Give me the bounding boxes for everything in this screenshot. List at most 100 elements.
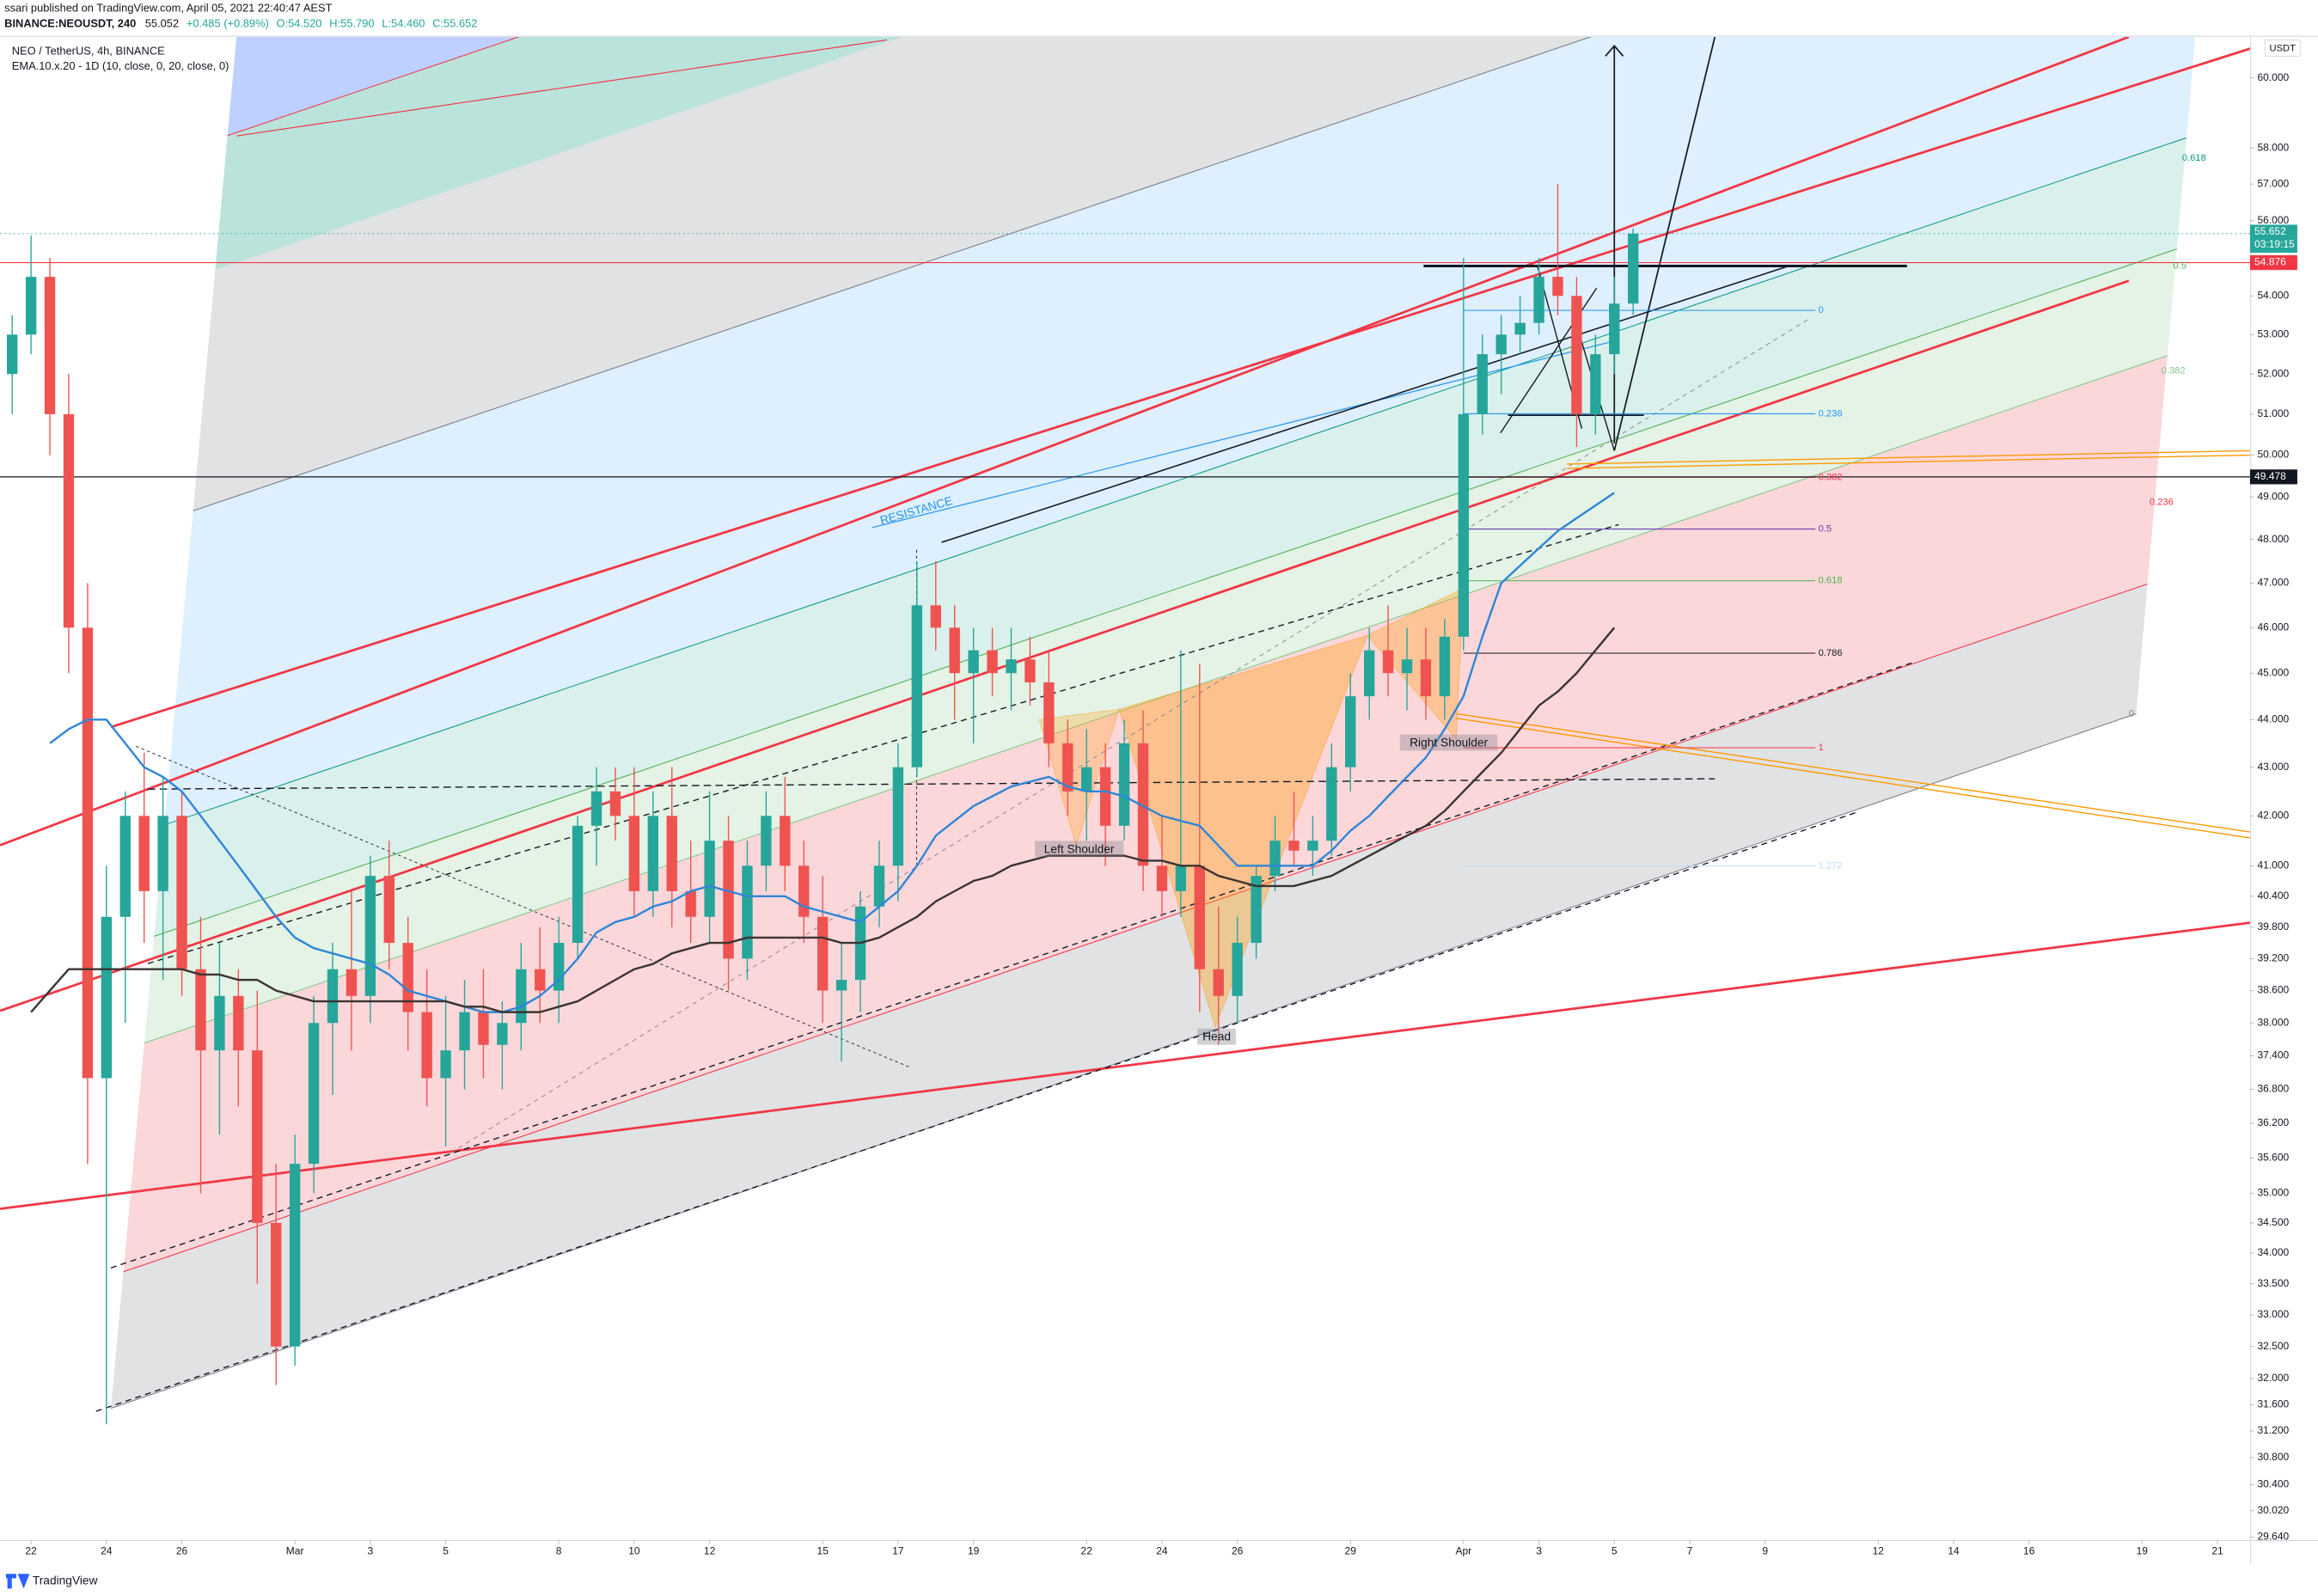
candle-body bbox=[101, 916, 113, 1079]
fib-level-label: 0.618 bbox=[1819, 576, 1843, 586]
candle-body bbox=[6, 334, 18, 375]
fib-level-label: 1 bbox=[1819, 743, 1824, 753]
candle-body bbox=[1024, 659, 1036, 682]
fib-level-label: 0.5 bbox=[1819, 524, 1832, 535]
candle-body bbox=[1420, 659, 1432, 697]
candle-body bbox=[873, 865, 885, 907]
candle-body bbox=[421, 1012, 432, 1079]
candle-body bbox=[647, 816, 659, 891]
x-tick-label: 10 bbox=[628, 1545, 640, 1557]
orange-line bbox=[1567, 454, 2250, 469]
channel-line bbox=[111, 36, 2196, 578]
y-tick-label: 39.800 bbox=[2257, 920, 2289, 933]
arrow-head bbox=[1605, 44, 1624, 57]
candle-body bbox=[1194, 865, 1205, 969]
fib-level-label: 0.786 bbox=[1819, 648, 1843, 658]
y-tick-label: 43.000 bbox=[2257, 761, 2289, 773]
y-tick-label: 29.640 bbox=[2257, 1531, 2289, 1543]
orange-line bbox=[1567, 449, 2250, 465]
x-tick-label: 24 bbox=[101, 1545, 113, 1557]
candle-body bbox=[271, 1222, 282, 1347]
channel-edge bbox=[110, 713, 2137, 1409]
x-tick-label: 26 bbox=[176, 1545, 188, 1557]
candle-body bbox=[1099, 767, 1111, 826]
candle-body bbox=[1552, 277, 1563, 297]
y-tick-label: 52.000 bbox=[2257, 367, 2289, 379]
candle-body bbox=[1156, 865, 1168, 891]
x-tick-label: 14 bbox=[1948, 1545, 1960, 1557]
y-tick-label: 31.600 bbox=[2257, 1397, 2289, 1409]
right-shoulder-label: Right Shoulder bbox=[1410, 737, 1488, 749]
y-tick-label: 38.000 bbox=[2257, 1016, 2289, 1028]
ohlc-close: C:55.652 bbox=[432, 17, 477, 30]
x-tick-label: 22 bbox=[25, 1545, 37, 1557]
price-tag-label: 49.478 bbox=[2254, 470, 2286, 482]
candle-body bbox=[44, 277, 56, 414]
x-tick-label: 19 bbox=[2137, 1545, 2149, 1557]
y-tick-label: 51.000 bbox=[2257, 407, 2289, 419]
candle-body bbox=[780, 816, 791, 866]
orange-line bbox=[1456, 712, 2250, 833]
candle-body bbox=[798, 865, 810, 917]
publisher-line: ssari published on TradingView.com, Apri… bbox=[4, 2, 332, 15]
candle-body bbox=[1590, 354, 1601, 414]
candle-body bbox=[685, 890, 696, 917]
candle-body bbox=[987, 650, 998, 674]
x-tick-label: 21 bbox=[2211, 1545, 2223, 1557]
candle-body bbox=[572, 825, 584, 944]
x-tick-label: 16 bbox=[2023, 1545, 2035, 1557]
fib-level-label: 0 bbox=[1819, 305, 1824, 315]
label-box bbox=[1035, 841, 1124, 858]
candle-body bbox=[723, 841, 734, 959]
left-shoulder-label: Left Shoulder bbox=[1044, 842, 1115, 855]
y-tick-label: 35.600 bbox=[2257, 1151, 2289, 1163]
candle-body bbox=[364, 876, 376, 996]
trend-line bbox=[0, 36, 2130, 847]
x-tick-label: 29 bbox=[1345, 1545, 1357, 1557]
dashed-line bbox=[147, 778, 1716, 790]
head-label: Head bbox=[1202, 1030, 1231, 1043]
y-tick-label: 36.200 bbox=[2257, 1116, 2289, 1128]
x-tick-label: 15 bbox=[817, 1545, 829, 1557]
candle-body bbox=[1213, 969, 1224, 996]
candle-body bbox=[63, 413, 75, 628]
candle-body bbox=[1118, 743, 1130, 826]
candle-body bbox=[761, 816, 772, 866]
channel-band bbox=[111, 36, 2196, 881]
y-tick-label: 34.000 bbox=[2257, 1246, 2289, 1258]
x-tick-label: 9 bbox=[1762, 1545, 1768, 1557]
y-tick-label: 30.020 bbox=[2257, 1504, 2289, 1516]
y-tick-label: 58.000 bbox=[2257, 141, 2289, 153]
y-tick-label: 44.000 bbox=[2257, 713, 2289, 725]
candle-body bbox=[1175, 865, 1187, 891]
y-tick-label: 49.000 bbox=[2257, 490, 2289, 502]
candle-body bbox=[195, 969, 206, 1051]
candle-body bbox=[1382, 650, 1394, 674]
candle-body bbox=[1006, 659, 1017, 674]
candle-body bbox=[911, 605, 923, 767]
candle-body bbox=[233, 995, 244, 1051]
y-tick-label: 53.000 bbox=[2257, 327, 2289, 339]
y-tick-label: 32.500 bbox=[2257, 1340, 2289, 1352]
candle-body bbox=[1628, 233, 1639, 304]
channel-line bbox=[111, 92, 2196, 882]
candle-body bbox=[1345, 696, 1356, 767]
candle-body bbox=[1514, 322, 1526, 335]
x-tick-label: 7 bbox=[1687, 1545, 1693, 1557]
y-tick-label: 46.000 bbox=[2257, 621, 2289, 633]
ema-line bbox=[30, 627, 1616, 1013]
channel-band bbox=[111, 93, 2196, 989]
price-tag bbox=[2249, 469, 2297, 485]
candle-body bbox=[383, 876, 394, 944]
countdown-label: 03:19:15 bbox=[2254, 238, 2295, 250]
ohlc-low: L:54.460 bbox=[382, 17, 425, 30]
x-tick-label: 3 bbox=[1536, 1545, 1542, 1557]
candle-body bbox=[1458, 413, 1470, 637]
indicator-legend: EMA.10.x.20 - 1D (10, close, 0, 20, clos… bbox=[12, 59, 229, 72]
current-price-tag bbox=[2249, 224, 2297, 254]
last-price: 55.052 bbox=[145, 17, 179, 30]
fib-level-label: 0.382 bbox=[1819, 472, 1843, 482]
channel-level-label: 0 bbox=[2129, 708, 2134, 719]
